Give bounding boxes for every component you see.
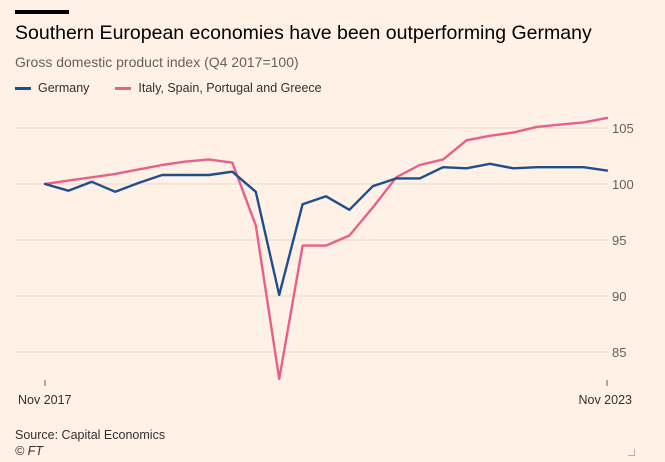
chart-legend: Germany Italy, Spain, Portugal and Greec… — [15, 81, 348, 95]
series-line-southern-europe — [43, 116, 609, 381]
legend-label-germany: Germany — [38, 81, 90, 95]
y-tick-label-105: 105 — [612, 121, 634, 136]
legend-swatch-southern-europe — [115, 86, 132, 90]
legend-label-southern-europe: Italy, Spain, Portugal and Greece — [138, 81, 322, 95]
y-tick-label-85: 85 — [612, 345, 626, 360]
x-tick-label-end: Nov 2023 — [578, 393, 632, 407]
y-tick-label-100: 100 — [612, 177, 634, 192]
legend-item-southern-europe: Italy, Spain, Portugal and Greece — [115, 81, 322, 95]
chart-title: Southern European economies have been ou… — [15, 22, 592, 44]
x-tick-label-start: Nov 2017 — [18, 393, 72, 407]
y-tick-label-95: 95 — [612, 233, 626, 248]
legend-swatch-germany — [15, 86, 31, 90]
y-tick-label-90: 90 — [612, 289, 626, 304]
source-note: Source: Capital Economics — [15, 428, 166, 442]
ft-credit: © FT — [15, 444, 43, 458]
chart-subtitle: Gross domestic product index (Q4 2017=10… — [15, 54, 299, 70]
series-line-germany — [43, 162, 609, 297]
resize-corner-icon — [628, 449, 635, 456]
brand-top-bar — [15, 10, 69, 14]
legend-item-germany: Germany — [15, 81, 89, 95]
